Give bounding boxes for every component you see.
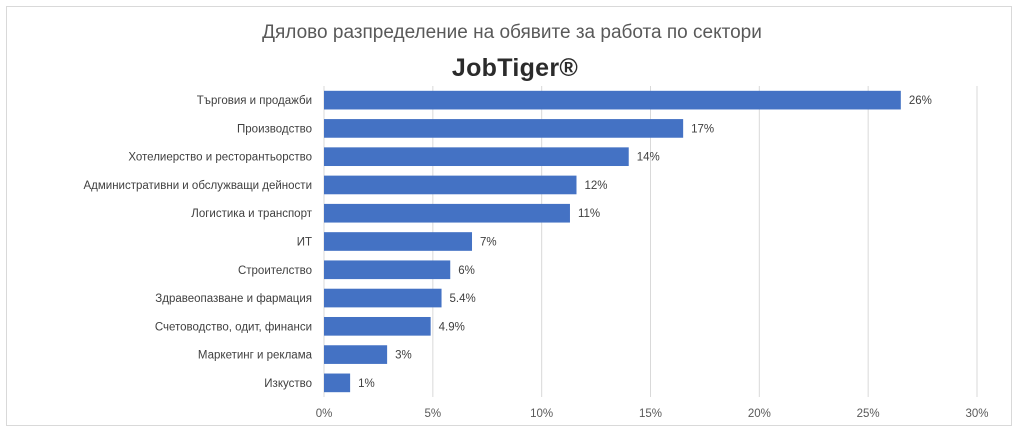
bar [324, 119, 684, 138]
data-label: 4.9% [439, 321, 465, 333]
category-label: Строителство [238, 265, 312, 277]
x-tick-label: 10% [530, 408, 553, 420]
category-label: Здравеопазване и фармация [155, 293, 312, 305]
x-tick-label: 5% [425, 408, 442, 420]
data-label: 12% [584, 180, 607, 192]
data-label: 1% [358, 378, 375, 390]
data-label: 3% [395, 350, 412, 362]
bar [324, 288, 442, 308]
category-label: Изкуство [264, 378, 312, 390]
x-tick-label: 25% [857, 408, 880, 420]
bar [324, 203, 570, 223]
x-tick-label: 20% [748, 408, 771, 420]
data-label: 7% [480, 237, 497, 249]
gridlines [323, 86, 978, 397]
bar [324, 316, 431, 336]
x-axis-ticks: 0% 5% 10% 15% 20% 25% 30% [316, 408, 989, 420]
data-label: 17% [691, 123, 714, 135]
x-tick-label: 30% [965, 408, 988, 420]
chart-title: Дялово разпределение на обявите за работ… [262, 22, 762, 43]
category-label: Административни и обслужващи дейности [84, 180, 313, 192]
bar [324, 345, 388, 364]
bar [324, 175, 577, 195]
category-label: Логистика и транспорт [191, 208, 312, 220]
jobtiger-logo: JobTiger® [451, 54, 579, 82]
bar [324, 147, 629, 167]
data-label: 14% [637, 152, 660, 164]
bar [324, 373, 351, 393]
data-label: 5.4% [450, 293, 476, 305]
category-label: Търговия и продажби [197, 95, 312, 107]
category-label: Счетоводство, одит, финанси [155, 321, 312, 333]
bar [324, 90, 901, 110]
bars-group [324, 90, 901, 393]
category-label: Хотелиерство и ресторантьорство [128, 152, 312, 164]
data-label: 11% [578, 208, 600, 220]
bar [324, 232, 473, 251]
category-label: Маркетинг и реклама [198, 350, 313, 362]
category-label: ИТ [297, 237, 312, 249]
bar [324, 260, 451, 280]
x-tick-label: 0% [316, 408, 333, 420]
data-label: 6% [458, 265, 475, 277]
category-label: Производство [237, 123, 312, 135]
category-labels: Търговия и продажби Производство Хотелиерс… [84, 95, 313, 390]
value-labels: 26% 17% 14% 12% 11% 7% 6% 5.4% 4.9% 3% 1% [358, 95, 932, 390]
data-label: 26% [909, 95, 932, 107]
x-tick-label: 15% [639, 408, 662, 420]
